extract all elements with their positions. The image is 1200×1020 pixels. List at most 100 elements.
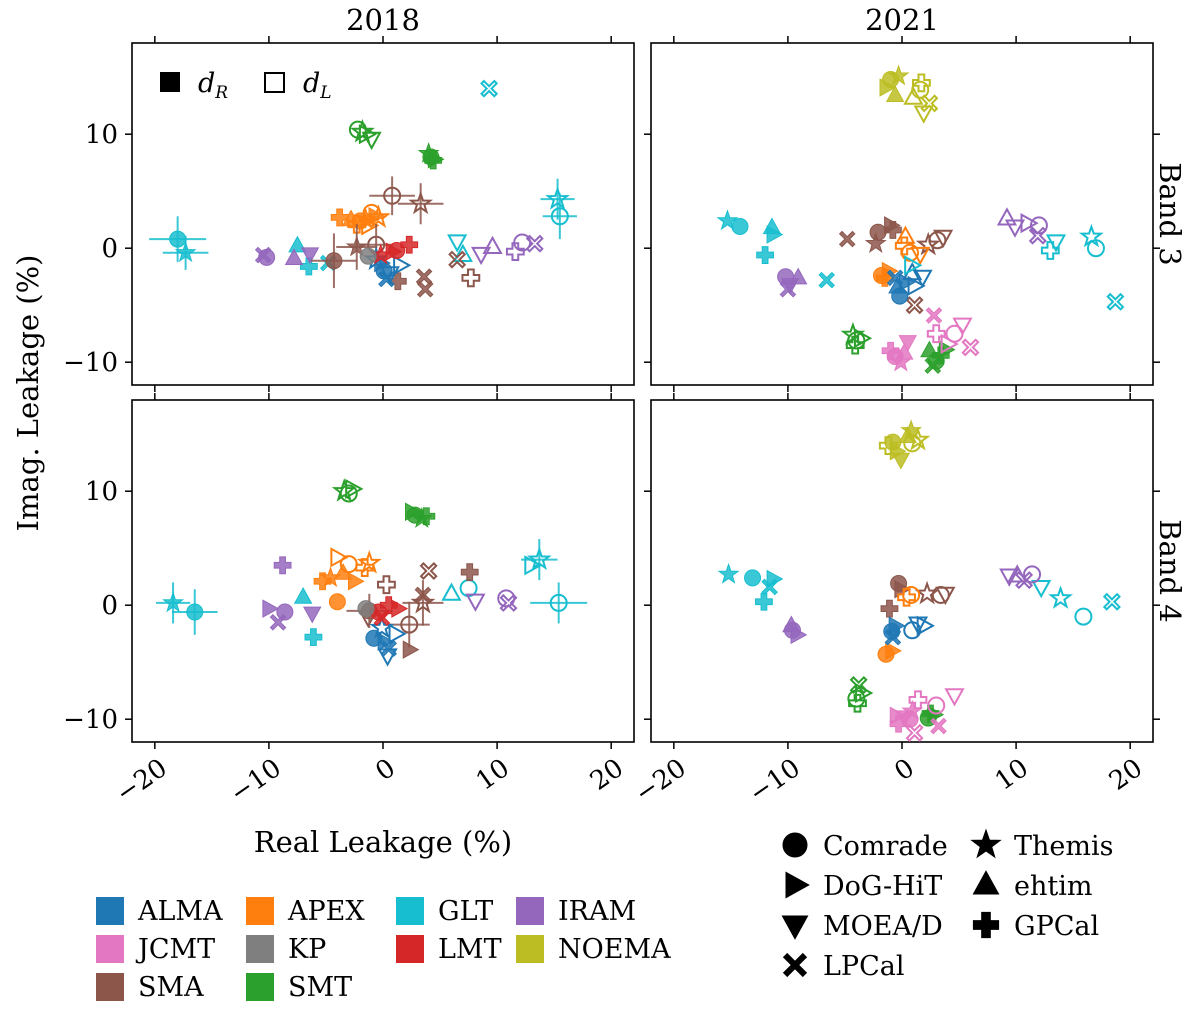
fill-legend: dR dL xyxy=(160,68,332,103)
data-point-apex-triangle-down xyxy=(910,246,931,266)
data-point-iram-triangle-down xyxy=(303,606,322,624)
data-point-glt-x xyxy=(818,271,836,289)
data-point-iram-x xyxy=(779,280,797,298)
legend-method-label: Comrade xyxy=(823,831,948,862)
data-point-smt-plus xyxy=(845,335,865,355)
x-tick-label: −20 xyxy=(630,753,692,809)
legend-dR-label: dR xyxy=(198,68,228,103)
data-point-iram-x xyxy=(1028,226,1047,245)
data-point-sma-x xyxy=(414,586,432,604)
data-point-apex-triangle-right xyxy=(330,547,349,568)
y-tick-label: −10 xyxy=(63,348,118,378)
legend-method-label: Themis xyxy=(1014,831,1113,862)
data-point-sma-x xyxy=(419,561,438,581)
legend-label-jcmt: JCMT xyxy=(135,934,215,965)
data-point-alma-star xyxy=(369,614,395,639)
data-point-jcmt-x xyxy=(905,723,924,742)
data-point-smt-plus xyxy=(848,693,867,713)
data-point-smt-x xyxy=(924,357,942,374)
legend-method-label: ehtim xyxy=(1014,871,1092,902)
data-point-glt-plus xyxy=(756,246,774,264)
row-title-band4: Band 4 xyxy=(1153,519,1187,623)
legend-swatch-glt xyxy=(396,897,424,925)
data-point-glt-plus xyxy=(755,592,773,611)
data-point-iram-triangle-up xyxy=(482,235,503,255)
data-point-noema-triangle-up xyxy=(903,86,924,105)
data-point-glt-circle xyxy=(744,569,762,587)
data-point-iram-triangle-up xyxy=(284,248,304,265)
data-point-glt-plus xyxy=(1040,241,1060,260)
legend-swatch-jcmt xyxy=(96,935,124,963)
data-point-glt-plus xyxy=(304,628,323,647)
data-point-sma-triangle-down xyxy=(932,229,954,249)
data-point-noema-star xyxy=(887,64,910,86)
data-point-glt-triangle-right xyxy=(524,555,543,576)
data-point-glt-star xyxy=(717,562,740,584)
legend-label-apex: APEX xyxy=(287,896,365,927)
data-point-iram-triangle-down xyxy=(999,568,1020,587)
col-title-2021: 2021 xyxy=(865,3,939,37)
data-point-kp-circle xyxy=(359,247,377,265)
data-point-alma-triangle-right xyxy=(907,275,926,296)
y-axis-label: Imag. Leakage (%) xyxy=(11,255,45,532)
data-point-iram-x xyxy=(1015,571,1034,590)
data-point-jcmt-x xyxy=(925,307,943,324)
data-point-jcmt-plus xyxy=(926,324,946,344)
legend-label-kp: KP xyxy=(288,934,326,965)
x-tick-label: 20 xyxy=(585,753,629,797)
data-point-smt-circle xyxy=(348,120,367,139)
x-tick-label: 10 xyxy=(471,753,515,797)
legend-label-smt: SMT xyxy=(288,972,352,1003)
legend-swatch-sma xyxy=(96,973,124,1001)
data-point-glt-star xyxy=(1048,585,1073,609)
data-point-iram-triangle-up xyxy=(996,207,1018,226)
data-point-apex-plus xyxy=(355,558,375,577)
data-point-alma-x xyxy=(884,628,902,646)
station-legend: ALMA JCMT SMA APEX KP SMT GLT LMT IRAM NOEMA xyxy=(96,896,671,1003)
data-point-glt-triangle-up xyxy=(293,586,313,604)
data-point-jcmt-triangle-down xyxy=(944,688,965,707)
data-point-noema-star xyxy=(905,426,931,451)
data-point-iram-circle xyxy=(276,603,294,621)
data-point-sma-triangle-right xyxy=(884,216,901,235)
points-layer xyxy=(716,64,1125,374)
data-point-apex-triangle-up xyxy=(895,225,916,244)
data-point-glt-circle xyxy=(186,603,204,621)
data-point-glt-star xyxy=(174,241,197,263)
data-point-iram-triangle-down xyxy=(1004,219,1026,238)
legend-swatch-apex xyxy=(246,897,274,925)
data-point-glt-circle xyxy=(549,593,568,612)
data-point-sma-circle xyxy=(869,223,887,241)
data-point-jcmt-triangle-down xyxy=(898,335,917,352)
panel-frame xyxy=(131,399,635,743)
x-tick-label: 20 xyxy=(1104,753,1148,797)
legend-swatch-smt xyxy=(246,973,274,1001)
data-point-sma-circle xyxy=(325,252,343,270)
legend-swatch-lmt xyxy=(396,935,424,963)
legend-swatch-alma xyxy=(96,897,124,925)
legend-method-label: DoG-HiT xyxy=(823,871,942,902)
y-tick-label: −10 xyxy=(63,705,118,735)
y-tick-label: 0 xyxy=(101,591,118,621)
data-point-apex-triangle-right xyxy=(885,641,902,661)
data-point-apex-plus xyxy=(894,236,914,256)
data-point-sma-circle xyxy=(931,585,950,604)
data-point-iram-plus xyxy=(505,242,525,262)
data-point-jcmt-x xyxy=(961,338,980,357)
row-title-band3: Band 3 xyxy=(1153,162,1187,266)
legend-marker-themis xyxy=(970,828,1002,859)
legend-method-label: LPCal xyxy=(823,951,905,982)
data-point-alma-x xyxy=(886,269,904,287)
data-point-iram-circle xyxy=(1023,565,1042,584)
data-point-sma-x xyxy=(415,268,433,286)
x-tick-label: −20 xyxy=(111,753,173,809)
data-point-glt-circle xyxy=(1086,239,1105,258)
data-point-apex-circle xyxy=(902,585,921,604)
legend-marker-ehtim xyxy=(972,870,1000,895)
data-point-glt-circle xyxy=(1074,607,1093,626)
data-point-lmt-plus xyxy=(400,235,419,254)
data-point-iram-triangle-right xyxy=(1020,213,1039,234)
legend-marker-lpcal xyxy=(782,952,808,978)
